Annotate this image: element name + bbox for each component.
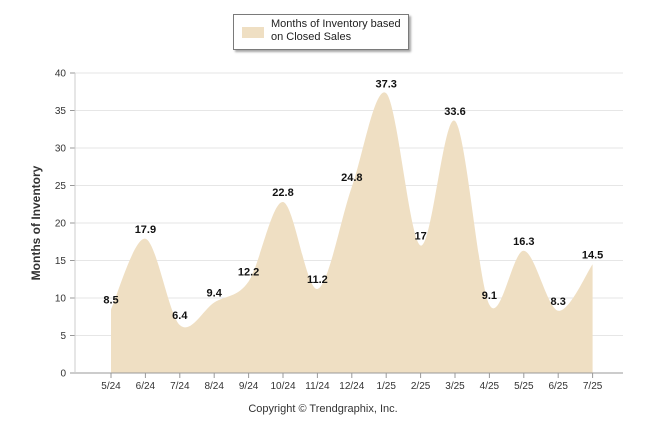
x-tick-label-1/25: 1/25 (376, 381, 396, 392)
data-label-3/25: 33.6 (444, 106, 465, 118)
x-tick-label-3/25: 3/25 (445, 381, 465, 392)
y-tick-label-10: 10 (55, 294, 67, 305)
x-tick-label-7/25: 7/25 (583, 381, 603, 392)
y-tick-label-35: 35 (55, 106, 67, 117)
area-series (111, 92, 593, 374)
y-axis-title: Months of Inventory (29, 165, 43, 280)
data-labels: 8.5 17.9 6.4 9.4 12.2 22.8 11.2 24.8 37.3 17 33.6 9… (103, 78, 603, 322)
y-tick-label-5: 5 (60, 331, 66, 342)
x-tick-label-10/24: 10/24 (270, 381, 295, 392)
y-tick-label-25: 25 (55, 181, 67, 192)
y-tick-label-40: 40 (55, 69, 67, 80)
x-tick-label-2/25: 2/25 (411, 381, 431, 392)
data-label-9/24: 12.2 (238, 267, 259, 279)
x-tick-label-7/24: 7/24 (170, 381, 190, 392)
x-tick-label-6/25: 6/25 (548, 381, 568, 392)
copyright-text: Copyright © Trendgraphix, Inc. (248, 403, 398, 415)
y-tick-label-0: 0 (60, 369, 66, 380)
area-fill (111, 92, 593, 374)
y-tick-labels: 0 5 10 15 20 25 30 35 40 (55, 69, 67, 380)
x-tick-label-4/25: 4/25 (480, 381, 500, 392)
data-label-7/25: 14.5 (582, 249, 603, 261)
data-label-2/25: 17 (414, 231, 426, 243)
data-label-6/24: 17.9 (135, 224, 156, 236)
x-tick-labels: 5/24 6/24 7/24 8/24 9/24 10/24 11/24 12/24 1/25 2… (101, 373, 603, 392)
x-tick-label-6/24: 6/24 (136, 381, 156, 392)
y-tick-label-20: 20 (55, 219, 67, 230)
data-label-7/24: 6.4 (172, 310, 188, 322)
data-label-5/25: 16.3 (513, 236, 534, 248)
x-tick-label-12/24: 12/24 (339, 381, 364, 392)
data-label-1/25: 37.3 (375, 78, 396, 90)
y-tick-label-30: 30 (55, 144, 67, 155)
data-label-4/25: 9.1 (482, 290, 497, 302)
data-label-6/25: 8.3 (551, 296, 566, 308)
x-tick-label-5/25: 5/25 (514, 381, 534, 392)
x-tick-label-5/24: 5/24 (101, 381, 121, 392)
x-tick-label-8/24: 8/24 (204, 381, 224, 392)
x-tick-label-9/24: 9/24 (239, 381, 259, 392)
data-label-5/24: 8.5 (103, 294, 118, 306)
legend-swatch (242, 27, 264, 38)
data-label-8/24: 9.4 (207, 288, 223, 300)
data-label-10/24: 22.8 (272, 187, 293, 199)
data-label-11/24: 11.2 (307, 274, 328, 286)
axes (74, 73, 623, 374)
x-tick-label-11/24: 11/24 (305, 381, 330, 392)
legend-label: Months of Inventory based on Closed Sale… (271, 18, 401, 43)
y-tick-label-15: 15 (55, 256, 67, 267)
data-label-12/24: 24.8 (341, 172, 362, 184)
legend: Months of Inventory based on Closed Sale… (233, 14, 409, 50)
